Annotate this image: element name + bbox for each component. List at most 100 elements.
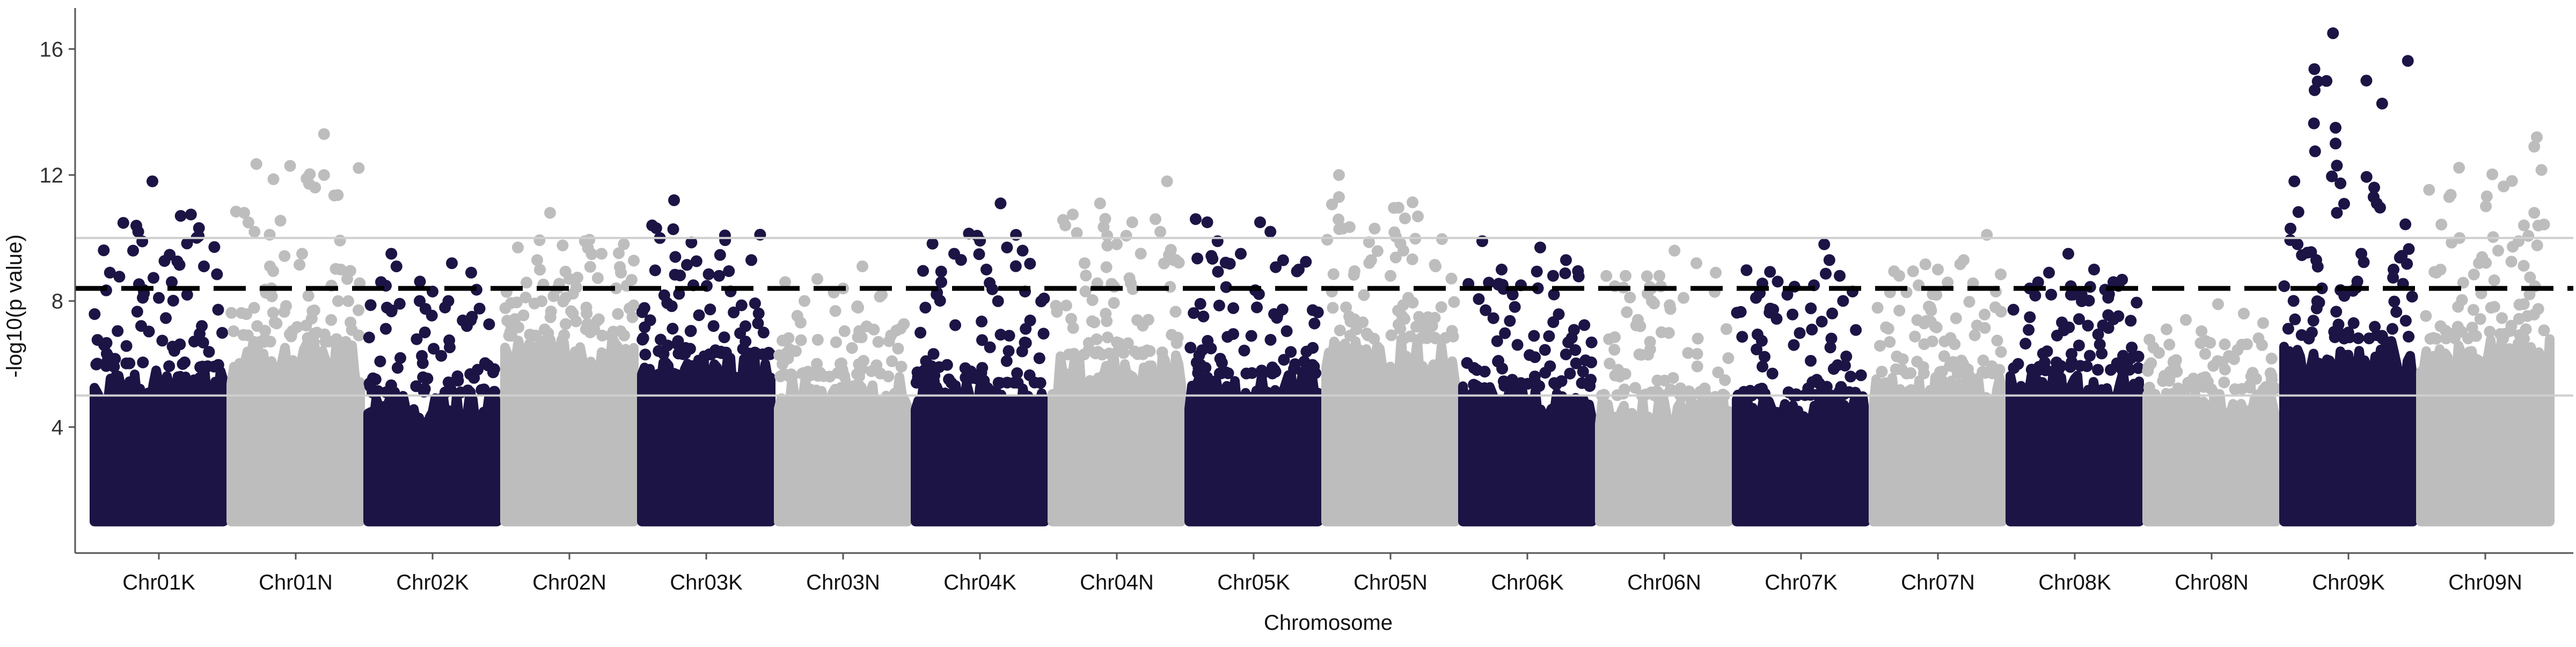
snp-point [971, 230, 983, 242]
snp-point [2360, 75, 2373, 87]
snp-point [1473, 293, 1485, 305]
snp-point [533, 234, 546, 246]
top-snp-point [1161, 175, 1173, 187]
snp-point [2125, 352, 2137, 365]
snp-point [2402, 55, 2414, 67]
snp-point [120, 340, 133, 352]
snp-point [1257, 367, 1269, 380]
snp-point [791, 310, 803, 322]
snp-point [1506, 288, 1519, 301]
snp-point [618, 329, 630, 341]
point-cloud-chr03n [774, 372, 912, 527]
snp-point [1398, 332, 1410, 345]
snp-point [1569, 344, 1582, 356]
top-snp-point [2238, 308, 2250, 320]
snp-point [1340, 301, 1352, 314]
top-snp-point [465, 266, 477, 279]
snp-point [1656, 326, 1667, 338]
snp-point [461, 320, 473, 332]
snp-point [1086, 294, 1099, 306]
snp-point [1122, 337, 1134, 350]
top-snp-point [2388, 264, 2399, 275]
snp-point [812, 369, 824, 382]
top-snp-point [335, 264, 347, 275]
snp-point [2311, 295, 2323, 307]
snp-point [1131, 314, 1144, 326]
snp-point [478, 383, 490, 396]
snp-point [912, 371, 924, 383]
snp-point [196, 320, 208, 332]
snp-point [1079, 285, 1092, 297]
snp-point [2369, 321, 2381, 333]
snp-point [984, 277, 996, 289]
top-snp-point [2473, 257, 2485, 270]
snp-point [1212, 266, 1224, 278]
top-snp-point [1111, 238, 1123, 250]
snp-point [2538, 324, 2550, 337]
snp-point [2484, 325, 2496, 338]
snp-point [919, 301, 932, 314]
snp-point [1735, 306, 1747, 318]
snp-point [1766, 367, 1779, 380]
snp-point [1392, 201, 1404, 214]
snp-point [1995, 268, 2007, 280]
snp-point [784, 343, 796, 355]
top-snp-point [1823, 254, 1835, 266]
snp-point [1445, 272, 1458, 285]
snp-point [1120, 230, 1132, 242]
snp-point [2480, 190, 2493, 202]
snp-point [976, 362, 989, 374]
snp-point [1570, 357, 1582, 369]
top-snp-point [615, 266, 627, 279]
top-snp-point [2161, 323, 2172, 336]
snp-point [690, 255, 702, 267]
snp-point [267, 173, 280, 185]
snp-point [2330, 306, 2343, 318]
x-tick-label-chr01k: Chr01K [122, 571, 195, 594]
snp-point [1751, 343, 1763, 355]
snp-point [1787, 308, 1799, 321]
top-snp-point [994, 197, 1007, 209]
top-snp-point [935, 276, 947, 288]
snp-point [1483, 277, 1495, 289]
x-tick-label-chr09k: Chr09K [2312, 571, 2385, 594]
snp-point [1060, 300, 1072, 311]
snp-point [353, 162, 365, 174]
top-snp-point [512, 241, 524, 253]
snp-point [1855, 369, 1867, 381]
snp-point [2073, 339, 2085, 352]
snp-point [1334, 324, 1346, 337]
snp-point [1826, 307, 1838, 319]
chromosome-group-chr01k [89, 175, 229, 527]
snp-point [89, 308, 101, 320]
snp-point [749, 297, 761, 309]
snp-point [1166, 329, 1178, 341]
snp-point [325, 314, 338, 326]
snp-point [2199, 376, 2211, 388]
snp-point [1884, 336, 1896, 348]
top-snp-point [296, 248, 308, 260]
snp-point [2388, 295, 2401, 308]
chromosome-group-chr09n [2416, 131, 2555, 527]
snp-point [279, 250, 291, 262]
data-points-layer [89, 27, 2555, 527]
snp-point [2131, 296, 2143, 309]
snp-point [1806, 323, 1818, 336]
top-snp-point [198, 260, 210, 273]
snp-point [2403, 243, 2415, 255]
snp-point [752, 307, 765, 319]
snp-point [1805, 355, 1817, 367]
x-tick-label-chr08k: Chr08K [2038, 571, 2111, 594]
snp-point [2064, 361, 2076, 373]
chromosome-group-chr08k [2006, 248, 2145, 527]
snp-point [1491, 335, 1503, 347]
snp-point [1308, 317, 1321, 330]
top-snp-point [2370, 197, 2383, 209]
point-cloud-chr01k [90, 363, 228, 527]
snp-point [393, 297, 406, 310]
snp-point [1123, 272, 1136, 285]
snp-point [1674, 382, 1687, 395]
snp-point [1348, 313, 1360, 325]
snp-point [782, 332, 795, 344]
snp-point [1439, 332, 1452, 344]
